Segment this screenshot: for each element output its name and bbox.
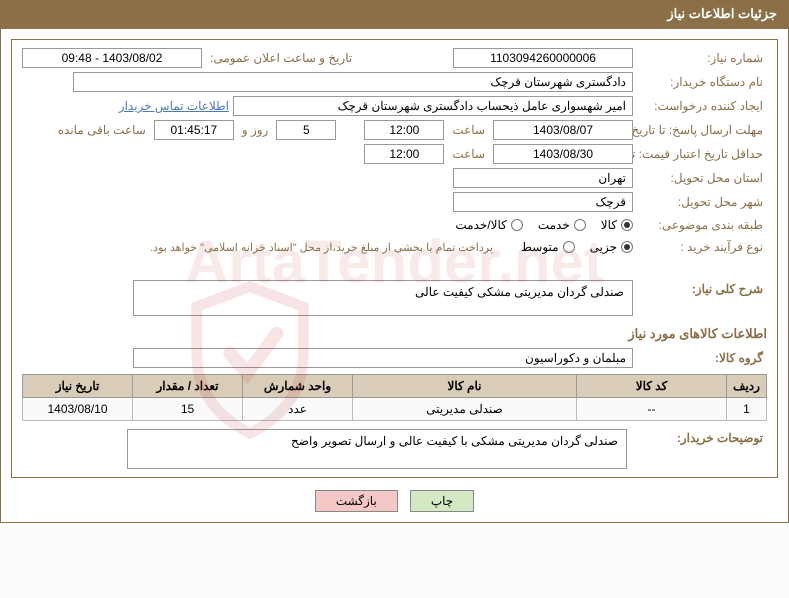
row-buyer-org: نام دستگاه خریدار: دادگستری شهرستان قرچک: [22, 72, 767, 92]
row-province: استان محل تحویل: تهران: [22, 168, 767, 188]
th-row: ردیف: [727, 375, 767, 398]
table-cell: 1: [727, 398, 767, 421]
radio-service[interactable]: خدمت: [538, 218, 586, 232]
radio-goods[interactable]: کالا: [601, 218, 633, 232]
row-category: طبقه بندی موضوعی: کالا خدمت کالا/خدمت: [22, 216, 767, 234]
category-radios: کالا خدمت کالا/خدمت: [455, 218, 633, 232]
buyer-org-label: نام دستگاه خریدار:: [637, 73, 767, 91]
table-cell: عدد: [243, 398, 353, 421]
radio-partial[interactable]: جزیی: [590, 240, 633, 254]
radio-service-label: خدمت: [538, 218, 570, 232]
need-no-value: 1103094260000006: [453, 48, 633, 68]
radio-partial-label: جزیی: [590, 240, 617, 254]
th-unit: واحد شمارش: [243, 375, 353, 398]
page-header: جزئیات اطلاعات نیاز: [0, 0, 789, 28]
announce-label: تاریخ و ساعت اعلان عمومی:: [206, 49, 356, 67]
row-process: نوع فرآیند خرید : جزیی متوسط پرداخت تمام…: [22, 238, 767, 256]
inner-frame: شماره نیاز: 1103094260000006 تاریخ و ساع…: [11, 39, 778, 478]
buyer-org-value: دادگستری شهرستان قرچک: [73, 72, 633, 92]
outer-frame: شماره نیاز: 1103094260000006 تاریخ و ساع…: [0, 28, 789, 523]
city-label: شهر محل تحویل:: [637, 193, 767, 211]
row-deadline: مهلت ارسال پاسخ: تا تاریخ: 1403/08/07 سا…: [22, 120, 767, 140]
back-button[interactable]: بازگشت: [315, 490, 398, 512]
need-title-label: شرح کلی نیاز:: [637, 280, 767, 298]
countdown: 01:45:17: [154, 120, 234, 140]
row-min-valid: حداقل تاریخ اعتبار قیمت: تا تاریخ: 1403/…: [22, 144, 767, 164]
row-need-no: شماره نیاز: 1103094260000006 تاریخ و ساع…: [22, 48, 767, 68]
buyer-note-box: صندلی گردان مدیریتی مشکی با کیفیت عالی و…: [127, 429, 627, 469]
deadline-date: 1403/08/07: [493, 120, 633, 140]
process-label: نوع فرآیند خرید :: [637, 238, 767, 256]
requester-value: امیر شهسواری عامل ذیحساب دادگستری شهرستا…: [233, 96, 633, 116]
items-table: ردیف کد کالا نام کالا واحد شمارش تعداد /…: [22, 374, 767, 421]
table-cell: 15: [133, 398, 243, 421]
items-section-title: اطلاعات کالاهای مورد نیاز: [22, 326, 767, 342]
radio-dot-goods: [621, 219, 633, 231]
days-label: روز و: [238, 121, 273, 139]
province-label: استان محل تحویل:: [637, 169, 767, 187]
min-valid-label: حداقل تاریخ اعتبار قیمت: تا تاریخ:: [637, 145, 767, 163]
table-cell: 1403/08/10: [23, 398, 133, 421]
table-body: 1--صندلی مدیریتیعدد151403/08/10: [23, 398, 767, 421]
requester-label: ایجاد کننده درخواست:: [637, 97, 767, 115]
buyer-note-label: توضیحات خریدار:: [637, 429, 767, 447]
th-qty: تعداد / مقدار: [133, 375, 243, 398]
button-row: چاپ بازگشت: [11, 490, 778, 512]
radio-goods-service-label: کالا/خدمت: [455, 218, 506, 232]
radio-dot-goods-service: [511, 219, 523, 231]
print-button[interactable]: چاپ: [410, 490, 474, 512]
radio-goods-service[interactable]: کالا/خدمت: [455, 218, 522, 232]
th-name: نام کالا: [353, 375, 577, 398]
table-cell: صندلی مدیریتی: [353, 398, 577, 421]
city-value: قرچک: [453, 192, 633, 212]
table-row: 1--صندلی مدیریتیعدد151403/08/10: [23, 398, 767, 421]
min-valid-date: 1403/08/30: [493, 144, 633, 164]
row-requester: ایجاد کننده درخواست: امیر شهسواری عامل ذ…: [22, 96, 767, 116]
radio-dot-medium: [563, 241, 575, 253]
radio-goods-label: کالا: [601, 218, 617, 232]
remaining-label: ساعت باقی مانده: [54, 121, 150, 139]
need-title-box: صندلی گردان مدیریتی مشکی کیفیت عالی: [133, 280, 633, 316]
payment-note: پرداخت تمام یا بخشی از مبلغ خرید،از محل …: [150, 241, 493, 254]
page-title: جزئیات اطلاعات نیاز: [667, 6, 777, 21]
radio-dot-partial: [621, 241, 633, 253]
radio-medium-label: متوسط: [521, 240, 559, 254]
group-label: گروه کالا:: [637, 349, 767, 367]
buyer-contact-link[interactable]: اطلاعات تماس خریدار: [119, 99, 229, 113]
th-date: تاریخ نیاز: [23, 375, 133, 398]
days-remaining: 5: [276, 120, 336, 140]
need-no-label: شماره نیاز:: [637, 49, 767, 67]
min-valid-time: 12:00: [364, 144, 444, 164]
th-code: کد کالا: [577, 375, 727, 398]
radio-dot-service: [574, 219, 586, 231]
table-cell: --: [577, 398, 727, 421]
time-label-1: ساعت: [448, 121, 489, 139]
row-city: شهر محل تحویل: قرچک: [22, 192, 767, 212]
deadline-label: مهلت ارسال پاسخ: تا تاریخ:: [637, 121, 767, 139]
group-value: مبلمان و دکوراسیون: [133, 348, 633, 368]
table-header-row: ردیف کد کالا نام کالا واحد شمارش تعداد /…: [23, 375, 767, 398]
row-buyer-note: توضیحات خریدار: صندلی گردان مدیریتی مشکی…: [22, 429, 767, 469]
announce-value: 1403/08/02 - 09:48: [22, 48, 202, 68]
radio-medium[interactable]: متوسط: [521, 240, 575, 254]
process-radios: جزیی متوسط: [521, 240, 633, 254]
category-label: طبقه بندی موضوعی:: [637, 216, 767, 234]
row-need-title: شرح کلی نیاز: صندلی گردان مدیریتی مشکی ک…: [22, 280, 767, 316]
time-label-2: ساعت: [448, 145, 489, 163]
province-value: تهران: [453, 168, 633, 188]
row-group: گروه کالا: مبلمان و دکوراسیون: [22, 348, 767, 368]
deadline-time: 12:00: [364, 120, 444, 140]
